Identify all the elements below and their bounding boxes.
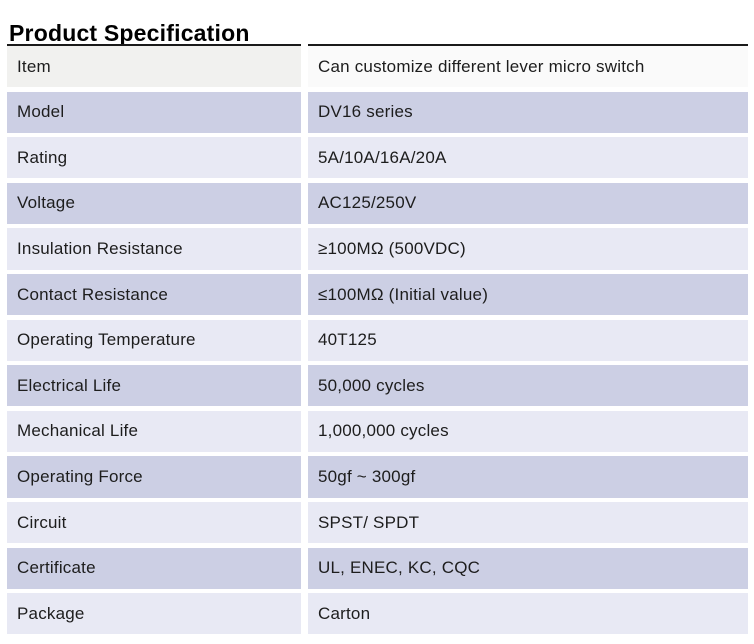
spec-value-cell: DV16 series bbox=[308, 91, 748, 133]
spec-value-cell: 5A/10A/16A/20A bbox=[308, 137, 748, 179]
spec-label-cell: Circuit bbox=[7, 501, 301, 544]
spec-label-cell: Operating Temperature bbox=[7, 319, 301, 361]
spec-label-cell: Package bbox=[7, 593, 301, 635]
spec-label-cell: Model bbox=[7, 91, 301, 133]
spec-value-cell: 50,000 cycles bbox=[308, 365, 748, 407]
spec-value-cell: 40T125 bbox=[308, 319, 748, 361]
spec-label-cell: Insulation Resistance bbox=[7, 228, 301, 270]
spec-table: Item Can customize different lever micro … bbox=[7, 44, 748, 635]
spec-label-cell: Rating bbox=[7, 137, 301, 179]
spec-value-cell: SPST/ SPDT bbox=[308, 501, 748, 544]
spec-value-cell: ≤100MΩ (Initial value) bbox=[308, 273, 748, 316]
spec-value-cell: 1,000,000 cycles bbox=[308, 410, 748, 453]
spec-value-cell: Carton bbox=[308, 593, 748, 635]
spec-label-cell: Mechanical Life bbox=[7, 410, 301, 453]
spec-label-cell: Contact Resistance bbox=[7, 273, 301, 316]
spec-label-cell: Voltage bbox=[7, 182, 301, 225]
spec-label-cell: Operating Force bbox=[7, 456, 301, 498]
spec-value-cell: 50gf ~ 300gf bbox=[308, 456, 748, 498]
spec-value-cell: ≥100MΩ (500VDC) bbox=[308, 228, 748, 270]
page-title: Product Specification bbox=[9, 20, 250, 47]
spec-label-cell: Certificate bbox=[7, 547, 301, 589]
spec-value-cell: UL, ENEC, KC, CQC bbox=[308, 547, 748, 589]
spec-label-cell: Item bbox=[7, 44, 301, 88]
spec-value-cell: Can customize different lever micro swit… bbox=[308, 44, 748, 88]
spec-value-cell: AC125/250V bbox=[308, 182, 748, 225]
spec-label-cell: Electrical Life bbox=[7, 365, 301, 407]
